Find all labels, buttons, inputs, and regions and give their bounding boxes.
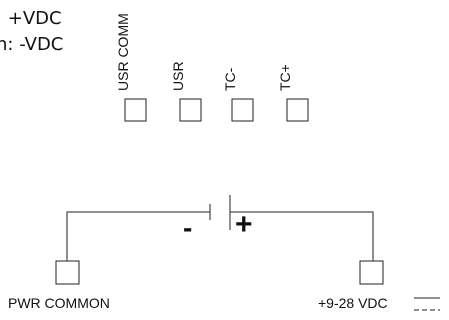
legend-negative: n: -VDC	[0, 34, 64, 55]
terminal-box-vdc	[359, 260, 384, 285]
terminal-box-usr-comm	[124, 98, 147, 122]
wire-positive	[230, 211, 374, 261]
vdc-supply-label: +9-28 VDC	[318, 295, 388, 311]
terminal-box-tc-plus	[286, 98, 309, 122]
terminal-box-tc-minus	[231, 98, 254, 122]
terminal-label-tc-plus-text: TC+	[277, 64, 293, 91]
terminal-label-usr-text: USR	[170, 61, 186, 91]
terminal-box-pwr-common	[55, 260, 80, 285]
legend-positive: : +VDC	[0, 8, 62, 29]
pwr-common-label: PWR COMMON	[8, 295, 110, 311]
terminal-label-usr-comm-text: USR COMM	[115, 13, 131, 91]
battery-negative-sign: -	[183, 212, 193, 243]
battery-positive-sign: +	[235, 208, 253, 241]
wire-negative	[66, 211, 210, 261]
terminal-box-usr	[179, 98, 202, 122]
terminal-label-tc-minus-text: TC-	[222, 67, 238, 91]
